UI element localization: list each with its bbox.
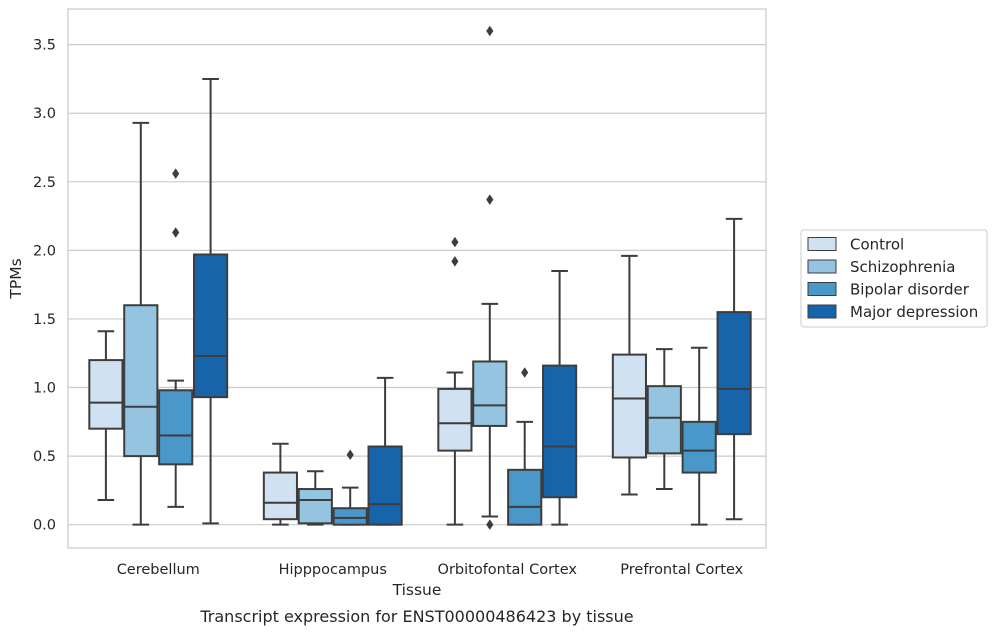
box-body	[507, 468, 543, 526]
box-body	[297, 488, 333, 525]
box-2-2	[507, 367, 543, 526]
x-tick-label: Cerebellum	[117, 562, 200, 578]
legend-items: Control Schizophrenia Bipolar disorder Majo…	[807, 236, 978, 321]
y-tick-label: 2.0	[33, 243, 56, 259]
box-2-0	[158, 168, 194, 508]
y-tick-label: 3.5	[33, 38, 56, 54]
outlier-point	[521, 367, 529, 378]
box-3-0	[193, 77, 229, 525]
box-2-3	[681, 346, 717, 526]
box-3-3	[716, 217, 752, 521]
outlier-point	[451, 236, 459, 248]
box-2-1	[332, 449, 368, 526]
box-0-0	[88, 330, 124, 501]
y-tick-label: 3.0	[33, 106, 56, 122]
outlier-point	[451, 256, 459, 267]
boxes-layer	[88, 25, 752, 530]
x-tick-label: Orbitofontal Cortex	[438, 562, 578, 578]
y-tick-label: 1.5	[33, 312, 56, 328]
y-tick-label: 2.5	[33, 175, 56, 191]
outlier-point	[486, 519, 494, 530]
y-tick-labels: 0.0 0.5 1.0 1.5 2.0 2.5 3.0 3.5	[33, 38, 56, 534]
box-1-3	[646, 348, 682, 491]
box-body	[262, 471, 298, 521]
box-0-3	[611, 254, 647, 496]
x-tick-label: Prefrontal Cortex	[620, 562, 743, 578]
box-body	[681, 420, 717, 474]
box-body	[472, 360, 508, 427]
y-axis-label: TPMs	[7, 258, 25, 299]
box-body	[437, 387, 473, 452]
box-1-0	[123, 121, 159, 526]
box-body	[646, 385, 682, 455]
chart-caption: Transcript expression for ENST0000048642…	[199, 607, 633, 626]
outlier-point	[486, 25, 494, 37]
legend-swatch	[807, 304, 837, 319]
outlier-point	[172, 168, 180, 179]
box-1-1	[297, 470, 333, 526]
box-body	[542, 364, 578, 499]
legend: Control Schizophrenia Bipolar disorder Majo…	[800, 229, 988, 328]
legend-swatch	[807, 282, 837, 296]
box-body	[367, 445, 403, 526]
box-body	[611, 353, 647, 459]
outlier-point	[172, 227, 180, 238]
box-1-2	[472, 25, 508, 530]
box-0-2	[437, 236, 473, 526]
legend-frame	[800, 229, 988, 328]
box-0-1	[262, 442, 298, 526]
legend-label: Control	[850, 236, 904, 254]
legend-label: Bipolar disorder	[850, 281, 970, 299]
legend-swatch	[807, 237, 837, 251]
outlier-point	[346, 449, 354, 460]
y-tick-label: 1.0	[33, 381, 56, 397]
x-axis-label: Tissue	[392, 581, 442, 599]
outlier-point	[486, 194, 494, 205]
box-3-2	[542, 269, 578, 526]
plot-frame	[67, 8, 767, 549]
box-3-1	[367, 376, 403, 526]
box-body	[193, 253, 229, 399]
x-tick-labels: Cerebellum Hipppocampus Orbitofontal Corte…	[117, 562, 744, 578]
y-tick-label: 0.5	[33, 449, 56, 465]
box-body	[716, 311, 752, 436]
box-body	[88, 359, 124, 430]
box-body	[123, 304, 159, 458]
x-tick-label: Hipppocampus	[279, 562, 387, 578]
y-tick-label: 0.0	[33, 518, 56, 534]
box-body	[332, 507, 368, 526]
legend-swatch	[807, 259, 837, 274]
legend-label: Major depression	[850, 303, 978, 321]
legend-label: Schizophrenia	[850, 258, 955, 276]
box-body	[158, 389, 194, 466]
